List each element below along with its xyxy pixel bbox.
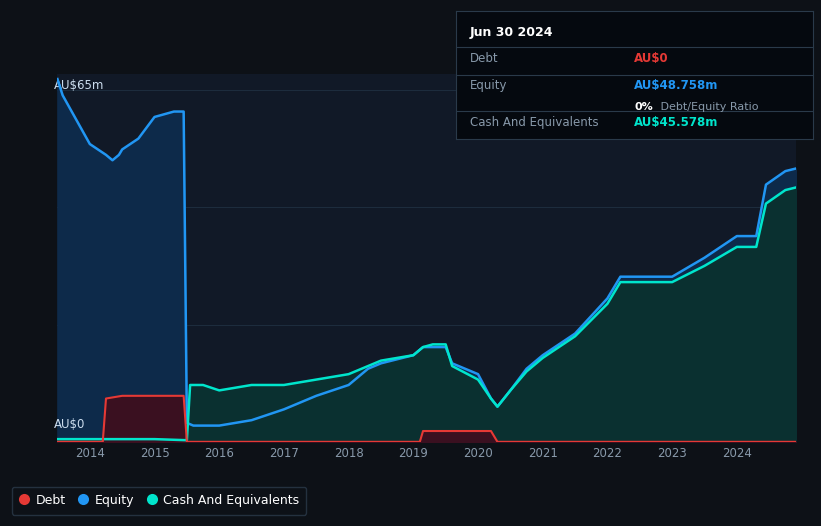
Text: Debt: Debt	[470, 52, 498, 65]
Text: Cash And Equivalents: Cash And Equivalents	[470, 116, 599, 129]
Text: AU$45.578m: AU$45.578m	[635, 116, 718, 129]
Text: AU$0: AU$0	[54, 418, 85, 431]
Text: AU$65m: AU$65m	[54, 79, 104, 92]
Text: Jun 30 2024: Jun 30 2024	[470, 26, 553, 39]
Text: AU$0: AU$0	[635, 52, 669, 65]
Text: 0%: 0%	[635, 102, 653, 112]
Text: Debt/Equity Ratio: Debt/Equity Ratio	[658, 102, 759, 112]
Legend: Debt, Equity, Cash And Equivalents: Debt, Equity, Cash And Equivalents	[12, 487, 306, 515]
Text: Equity: Equity	[470, 79, 507, 92]
Text: AU$48.758m: AU$48.758m	[635, 79, 718, 92]
